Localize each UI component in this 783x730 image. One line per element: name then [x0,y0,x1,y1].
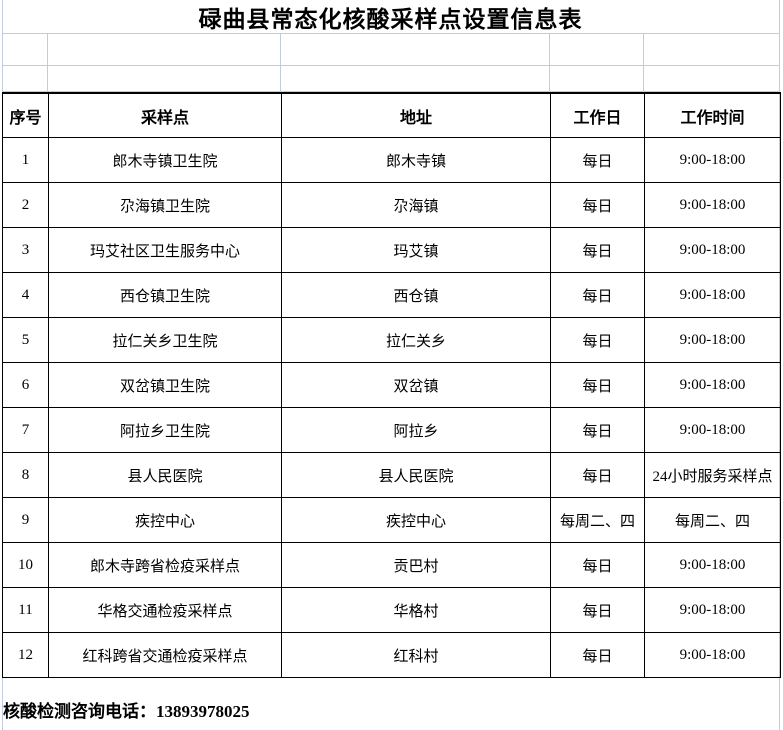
address-cell: 拉仁关乡 [281,317,551,363]
hours-cell: 9:00-18:00 [644,227,781,273]
row-number-cell: 5 [2,317,49,363]
empty-grid-cell [2,34,48,65]
address-cell: 玛艾镇 [281,227,551,273]
empty-grid-row [2,66,780,92]
row-number-cell: 1 [2,137,49,183]
row-number-cell: 7 [2,407,49,453]
workday-cell: 每日 [550,272,645,318]
workday-cell: 每日 [550,182,645,228]
row-number-cell: 3 [2,227,49,273]
site-cell: 郎木寺跨省检疫采样点 [48,542,282,588]
workday-cell: 每日 [550,632,645,678]
table-row: 9 疾控中心 疾控中心 每周二、四 每周二、四 [2,497,781,543]
address-cell: 郎木寺镇 [281,137,551,183]
site-cell: 拉仁关乡卫生院 [48,317,282,363]
table-row: 11 华格交通检疫采样点 华格村 每日 9:00-18:00 [2,587,781,633]
site-cell: 尕海镇卫生院 [48,182,282,228]
row-number-cell: 4 [2,272,49,318]
site-cell: 红科跨省交通检疫采样点 [48,632,282,678]
row-number-cell: 2 [2,182,49,228]
site-cell: 西仓镇卫生院 [48,272,282,318]
site-cell: 华格交通检疫采样点 [48,587,282,633]
address-cell: 阿拉乡 [281,407,551,453]
col-header-hours: 工作时间 [644,92,781,138]
empty-grid-cell [644,34,780,65]
table-row: 7 阿拉乡卫生院 阿拉乡 每日 9:00-18:00 [2,407,781,453]
site-cell: 县人民医院 [48,452,282,498]
row-number-cell: 8 [2,452,49,498]
consultation-phone-line: 核酸检测咨询电话：13893978025 [3,697,250,722]
hours-cell: 9:00-18:00 [644,272,781,318]
table-header-row: 序号 采样点 地址 工作日 工作时间 [2,92,781,138]
empty-grid-cell [281,66,550,91]
hours-cell: 9:00-18:00 [644,182,781,228]
workday-cell: 每日 [550,452,645,498]
table-row: 8 县人民医院 县人民医院 每日 24小时服务采样点 [2,452,781,498]
site-cell: 郎木寺镇卫生院 [48,137,282,183]
hours-cell: 9:00-18:00 [644,542,781,588]
workday-cell: 每周二、四 [550,497,645,543]
table-row: 6 双岔镇卫生院 双岔镇 每日 9:00-18:00 [2,362,781,408]
address-cell: 红科村 [281,632,551,678]
row-number-cell: 12 [2,632,49,678]
sampling-points-table: 序号 采样点 地址 工作日 工作时间 1 郎木寺镇卫生院 郎木寺镇 每日 9:0… [2,92,781,678]
empty-grid-cell [48,34,281,65]
empty-grid-cell [550,34,644,65]
empty-grid-cell [281,34,550,65]
workday-cell: 每日 [550,227,645,273]
empty-grid-cell [550,66,644,91]
table-row: 4 西仓镇卫生院 西仓镇 每日 9:00-18:00 [2,272,781,318]
address-cell: 西仓镇 [281,272,551,318]
table-row: 2 尕海镇卫生院 尕海镇 每日 9:00-18:00 [2,182,781,228]
table-row: 3 玛艾社区卫生服务中心 玛艾镇 每日 9:00-18:00 [2,227,781,273]
table-row: 10 郎木寺跨省检疫采样点 贡巴村 每日 9:00-18:00 [2,542,781,588]
empty-grid-cell [2,66,48,91]
hours-cell: 24小时服务采样点 [644,452,781,498]
workday-cell: 每日 [550,137,645,183]
table-row: 12 红科跨省交通检疫采样点 红科村 每日 9:00-18:00 [2,632,781,678]
address-cell: 县人民医院 [281,452,551,498]
hours-cell: 9:00-18:00 [644,362,781,408]
table-row: 5 拉仁关乡卫生院 拉仁关乡 每日 9:00-18:00 [2,317,781,363]
consultation-phone-label: 核酸检测咨询电话： [3,702,156,721]
hours-cell: 9:00-18:00 [644,587,781,633]
row-number-cell: 6 [2,362,49,408]
empty-grid-cell [644,66,780,91]
site-cell: 疾控中心 [48,497,282,543]
empty-grid-row [2,34,780,66]
empty-grid-cell [48,66,281,91]
hours-cell: 9:00-18:00 [644,137,781,183]
workday-cell: 每日 [550,407,645,453]
address-cell: 尕海镇 [281,182,551,228]
workday-cell: 每日 [550,542,645,588]
address-cell: 贡巴村 [281,542,551,588]
row-number-cell: 11 [2,587,49,633]
workday-cell: 每日 [550,362,645,408]
workday-cell: 每日 [550,587,645,633]
consultation-phone-number: 13893978025 [156,702,250,721]
hours-cell: 每周二、四 [644,497,781,543]
site-cell: 阿拉乡卫生院 [48,407,282,453]
address-cell: 疾控中心 [281,497,551,543]
row-number-cell: 9 [2,497,49,543]
hours-cell: 9:00-18:00 [644,632,781,678]
address-cell: 华格村 [281,587,551,633]
table-row: 1 郎木寺镇卫生院 郎木寺镇 每日 9:00-18:00 [2,137,781,183]
col-header-workday: 工作日 [550,92,645,138]
col-header-site: 采样点 [48,92,282,138]
col-header-index: 序号 [2,92,49,138]
row-number-cell: 10 [2,542,49,588]
workday-cell: 每日 [550,317,645,363]
page-title: 碌曲县常态化核酸采样点设置信息表 [2,0,779,34]
site-cell: 玛艾社区卫生服务中心 [48,227,282,273]
hours-cell: 9:00-18:00 [644,317,781,363]
hours-cell: 9:00-18:00 [644,407,781,453]
site-cell: 双岔镇卫生院 [48,362,282,408]
col-header-address: 地址 [281,92,551,138]
address-cell: 双岔镇 [281,362,551,408]
